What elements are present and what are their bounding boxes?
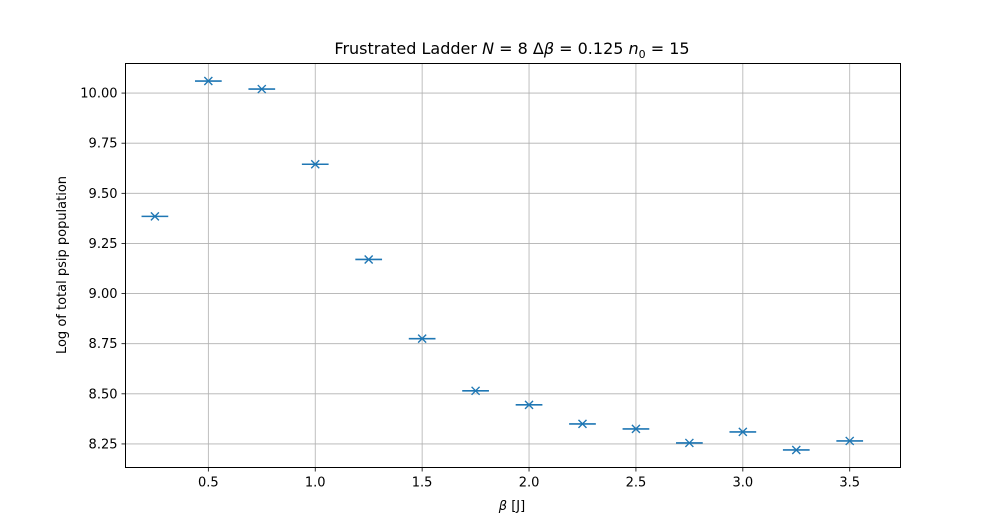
data-point bbox=[141, 211, 169, 221]
data-point bbox=[515, 400, 543, 410]
x-marker bbox=[310, 159, 320, 169]
data-point bbox=[194, 76, 222, 86]
y-tick-label: 9.75 bbox=[89, 137, 118, 152]
x-marker bbox=[364, 254, 374, 264]
x-tick-label: 2.5 bbox=[626, 476, 647, 491]
x-tick-label: 2.0 bbox=[519, 476, 540, 491]
x-marker bbox=[684, 438, 694, 448]
x-marker bbox=[203, 76, 213, 86]
chart-title: Frustrated Ladder N = 8 Δβ = 0.125 n0 = … bbox=[334, 39, 689, 61]
grid bbox=[125, 63, 901, 468]
x-marker bbox=[577, 419, 587, 429]
x-tick-label: 3.0 bbox=[732, 476, 753, 491]
x-marker bbox=[524, 400, 534, 410]
data-point bbox=[408, 334, 436, 344]
y-tick-label: 9.25 bbox=[89, 237, 118, 252]
x-marker bbox=[257, 84, 267, 94]
y-tick-label: 10.00 bbox=[80, 87, 117, 102]
data-point bbox=[462, 386, 489, 396]
data-point bbox=[301, 159, 329, 169]
x-marker bbox=[791, 445, 801, 455]
x-marker bbox=[845, 436, 855, 446]
data-points bbox=[141, 76, 864, 455]
axis-ticks: 0.5 1.0 1.5 2.0 2.5 3.0 3.5 8.25 8.50 8.75 9.00 9.2… bbox=[80, 87, 860, 491]
y-tick-label: 8.25 bbox=[89, 437, 118, 452]
data-point bbox=[248, 84, 276, 94]
x-axis-label: β [J] bbox=[498, 499, 525, 514]
data-point bbox=[569, 419, 596, 429]
x-tick-label: 1.0 bbox=[305, 476, 326, 491]
data-point bbox=[782, 445, 810, 455]
y-tick-label: 9.50 bbox=[89, 187, 118, 202]
data-point bbox=[622, 424, 650, 434]
data-point bbox=[676, 438, 703, 448]
x-marker bbox=[150, 211, 160, 221]
plot-frame bbox=[125, 63, 901, 468]
x-marker bbox=[631, 424, 641, 434]
x-tick-label: 3.5 bbox=[839, 476, 860, 491]
x-marker bbox=[471, 386, 481, 396]
y-axis-label: Log of total psip population bbox=[55, 176, 70, 354]
data-point bbox=[355, 254, 383, 264]
y-tick-label: 9.00 bbox=[89, 287, 118, 302]
y-tick-label: 8.75 bbox=[89, 337, 118, 352]
y-tick-label: 8.50 bbox=[89, 387, 118, 402]
x-marker bbox=[417, 334, 427, 344]
x-tick-label: 0.5 bbox=[198, 476, 219, 491]
data-point bbox=[836, 436, 864, 446]
x-tick-label: 1.5 bbox=[412, 476, 433, 491]
x-marker bbox=[738, 427, 748, 437]
data-point bbox=[729, 427, 757, 437]
